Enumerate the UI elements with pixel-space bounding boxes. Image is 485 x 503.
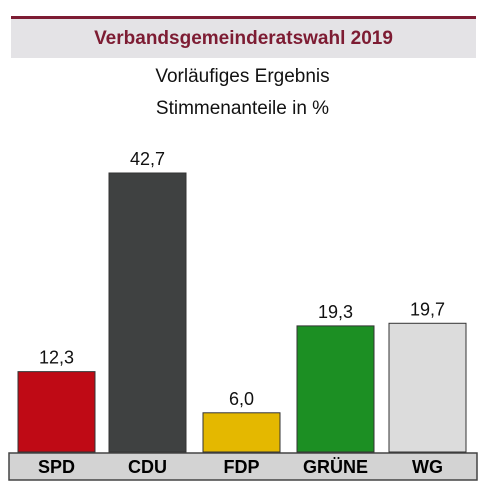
category-label-fdp: FDP: [224, 457, 260, 477]
category-label-cdu: CDU: [128, 457, 167, 477]
category-label-spd: SPD: [38, 457, 75, 477]
bar-wg: [388, 322, 467, 453]
bar-fdp: [202, 412, 281, 453]
chart-subtitle-unit: Stimmenanteile in %: [155, 98, 330, 119]
bar-cdu: [108, 172, 187, 453]
chart-subtitle-result: Vorläufiges Ergebnis: [155, 66, 330, 87]
value-label-cdu: 42,7: [130, 149, 165, 169]
title-bar: Verbandsgemeinderatswahl 2019: [11, 16, 476, 58]
chart-title: Verbandsgemeinderatswahl 2019: [94, 28, 393, 49]
category-label-gruene: GRÜNE: [303, 457, 368, 477]
value-label-gruene: 19,3: [318, 302, 353, 322]
category-axis-band: [8, 452, 478, 481]
category-label-wg: WG: [412, 457, 443, 477]
value-label-wg: 19,7: [410, 299, 445, 319]
bar-spd: [17, 371, 96, 453]
value-label-fdp: 6,0: [229, 389, 254, 409]
bar-gruene: [296, 325, 375, 453]
value-label-spd: 12,3: [39, 348, 74, 368]
